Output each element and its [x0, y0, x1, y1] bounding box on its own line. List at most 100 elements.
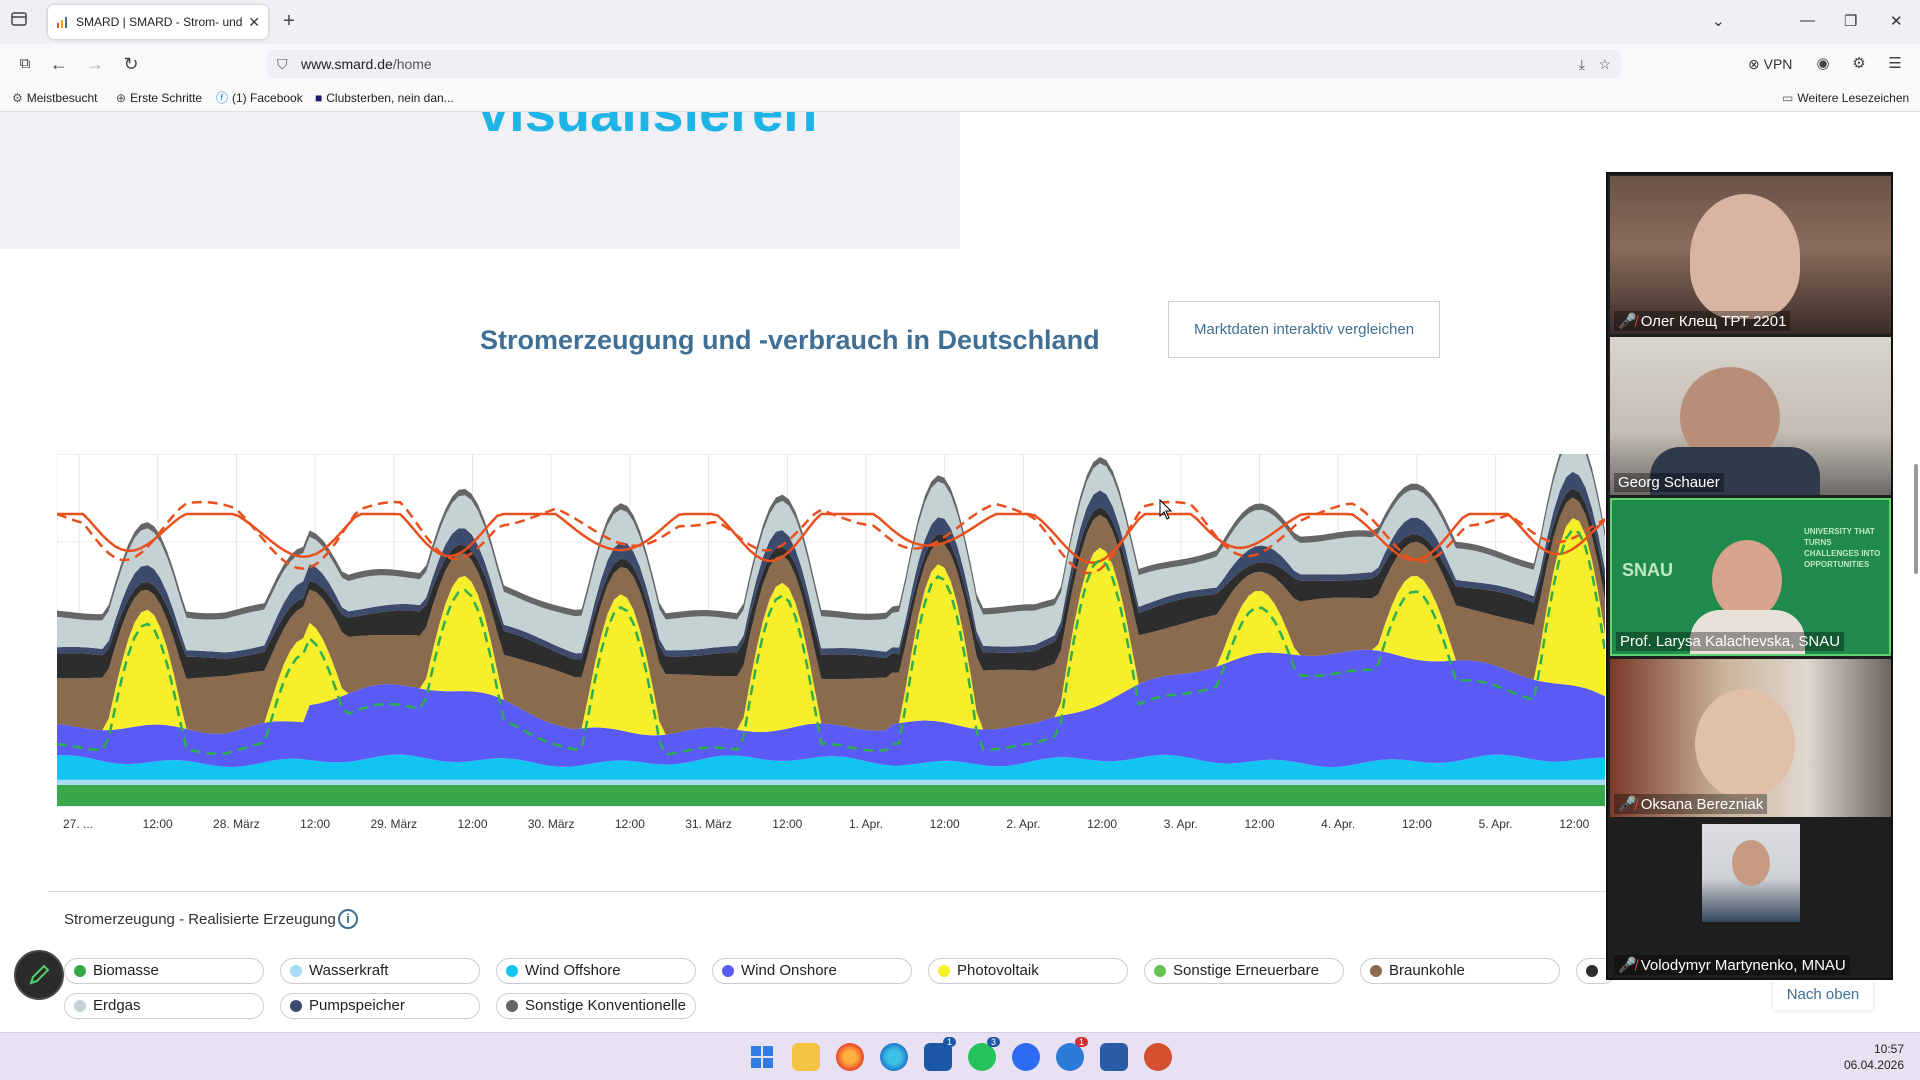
vpn-label: VPN — [1763, 56, 1793, 72]
zoom-icon[interactable] — [1012, 1043, 1040, 1071]
participant-tile-3-active-speaker[interactable]: SNAU UNIVERSITY THAT TURNS CHALLENGES IN… — [1610, 498, 1891, 656]
legend-item[interactable]: Wasserkraft — [280, 958, 480, 984]
legend-item[interactable]: Wind Onshore — [712, 958, 912, 984]
bookmark-label: Clubsterben, nein dan... — [326, 91, 454, 105]
bookmark-folder-other[interactable]: ▭ Weitere Lesezeichen — [1782, 84, 1909, 112]
gear-icon: ⚙ — [12, 91, 23, 105]
participant-tile-2[interactable]: Georg Schauer — [1610, 337, 1891, 495]
annotate-pen-button[interactable] — [14, 950, 64, 1000]
hero-banner: visualisieren — [0, 112, 960, 249]
participant-avatar — [1702, 824, 1800, 922]
firefox-icon[interactable] — [836, 1043, 864, 1071]
legend-item[interactable]: Pumpspeicher — [280, 993, 480, 1019]
pen-icon — [29, 964, 50, 985]
back-to-top-button[interactable]: Nach oben — [1773, 980, 1873, 1010]
area-layer-pv — [57, 518, 1605, 736]
bookmark-label: Weitere Lesezeichen — [1797, 91, 1910, 105]
x-tick-label: 5. Apr. — [1479, 817, 1513, 831]
tab-overview-icon[interactable] — [8, 10, 30, 32]
bookmark-meistbesucht[interactable]: ⚙ Meistbesucht — [12, 84, 97, 112]
windows-taskbar: 1 3 1 10:57 06.04.2026 — [0, 1032, 1920, 1080]
page-content: visualisieren Stromerzeugung und -verbra… — [0, 112, 1920, 1032]
vpn-status-icon: ⊗ — [1748, 56, 1760, 72]
store-icon[interactable]: 1 — [924, 1037, 956, 1071]
legend-title: Stromerzeugung - Realisierte Erzeugung — [64, 911, 336, 928]
legend-color-dot — [506, 965, 518, 977]
reload-icon[interactable]: ↻ — [123, 54, 139, 74]
account-icon[interactable]: ◉ — [1816, 55, 1830, 72]
new-tab-icon[interactable]: + — [283, 10, 295, 32]
window-close-icon[interactable]: ✕ — [1890, 13, 1903, 30]
menu-icon[interactable]: ☰ — [1888, 55, 1902, 72]
bookmark-label: Meistbesucht — [26, 91, 98, 105]
close-tab-icon[interactable]: ✕ — [248, 14, 260, 30]
minimize-icon[interactable]: — — [1800, 12, 1815, 29]
compare-market-data-button[interactable]: Marktdaten interaktiv vergleichen — [1168, 301, 1440, 358]
start-icon[interactable] — [748, 1043, 776, 1071]
participant-video — [1712, 540, 1782, 620]
participant-name: Prof. Larysa Kalachevska, SNAU — [1616, 632, 1845, 651]
info-icon[interactable]: i — [338, 909, 358, 929]
extensions-icon[interactable]: ⚙ — [1852, 55, 1866, 72]
scrollbar[interactable] — [1914, 464, 1918, 574]
x-tick-label: 12:00 — [1402, 817, 1432, 831]
x-tick-label: 2. Apr. — [1006, 817, 1040, 831]
browser-nav-bar: ⧉ ← → ↻ ⛉ www.smard.de/home ⤓ ☆ ⊗ VPN ◉ … — [0, 44, 1920, 84]
legend-color-dot — [506, 1000, 518, 1012]
bookmark-label: (1) Facebook — [232, 91, 303, 105]
legend-item[interactable]: Wind Offshore — [496, 958, 696, 984]
bookmark-erste-schritte[interactable]: ⊕ Erste Schritte — [116, 84, 202, 112]
legend-item[interactable]: Sonstige Erneuerbare — [1144, 958, 1344, 984]
back-icon[interactable]: ← — [50, 54, 68, 74]
save-page-icon[interactable]: ⤓ — [1578, 56, 1585, 72]
legend-color-dot — [74, 1000, 86, 1012]
bookmark-star-icon[interactable]: ☆ — [1598, 56, 1611, 72]
list-tabs-chevron-down-icon[interactable]: ⌄ — [1712, 13, 1725, 30]
divider — [48, 891, 1608, 892]
system-clock[interactable]: 10:57 06.04.2026 — [1844, 1041, 1904, 1073]
area-layer-on — [57, 649, 1605, 768]
file-explorer-icon[interactable] — [792, 1043, 820, 1071]
legend-label: Braunkohle — [1389, 962, 1465, 979]
bookmark-facebook[interactable]: ⓕ (1) Facebook — [216, 84, 303, 112]
whatsapp-icon[interactable]: 3 — [968, 1037, 1000, 1071]
legend-label: Erdgas — [93, 997, 141, 1014]
snau-slogan: UNIVERSITY THAT TURNS CHALLENGES INTO OP… — [1804, 527, 1881, 569]
participant-tile-1[interactable]: 🎤̸ Олег Клещ ТРТ 2201 — [1610, 176, 1891, 334]
x-tick-label: 12:00 — [1244, 817, 1274, 831]
participant-tile-5[interactable]: 🎤̸ Volodymyr Martynenko, MNAU — [1610, 820, 1891, 978]
legend-color-dot — [1586, 965, 1598, 977]
url-bar[interactable]: ⛉ www.smard.de/home ⤓ ☆ — [267, 50, 1621, 78]
forward-icon[interactable]: → — [86, 54, 104, 74]
participant-video — [1695, 689, 1795, 799]
pv-forecast-line — [57, 528, 1605, 756]
chart-x-axis: 27. ... 12:00 28. März 12:00 29. März 12:00 30… — [63, 817, 1590, 831]
legend-color-dot — [1370, 965, 1382, 977]
x-tick-label: 12:00 — [143, 817, 173, 831]
x-tick-label: 12:00 — [300, 817, 330, 831]
vpn-button[interactable]: ⊗ VPN — [1748, 56, 1792, 73]
sidebar-toggle-icon[interactable]: ⧉ — [19, 55, 31, 72]
generation-consumption-chart[interactable]: 27. ... 12:00 28. März 12:00 29. März 12:00 30… — [57, 454, 1605, 864]
restore-icon[interactable]: ❐ — [1844, 13, 1858, 30]
legend-item[interactable]: Biomasse — [64, 958, 264, 984]
legend-item[interactable]: Sonstige Konventionelle — [496, 993, 696, 1019]
legend-label: Wasserkraft — [309, 962, 389, 979]
participant-tile-4[interactable]: 🎤̸ Oksana Berezniak — [1610, 659, 1891, 817]
area-layer-sonst — [57, 454, 1605, 621]
video-call-panel: 🎤̸ Олег Клещ ТРТ 2201 Georg Schauer SNAU … — [1606, 172, 1893, 980]
legend-item[interactable]: Erdgas — [64, 993, 264, 1019]
bookmark-label: Erste Schritte — [130, 91, 203, 105]
area-layer-bio — [57, 785, 1605, 806]
edge-icon[interactable] — [880, 1043, 908, 1071]
legend-label: Wind Onshore — [741, 962, 837, 979]
browser-tab-smard[interactable]: SMARD | SMARD - Strom- und ✕ — [48, 5, 268, 39]
legend-item[interactable]: Braunkohle — [1360, 958, 1560, 984]
x-tick-label: 12:00 — [1087, 817, 1117, 831]
telegram-icon[interactable]: 1 — [1056, 1037, 1088, 1071]
legend-item[interactable]: Photovoltaik — [928, 958, 1128, 984]
participant-video-body — [1650, 447, 1820, 495]
powerpoint-icon[interactable] — [1144, 1043, 1172, 1071]
bookmark-clubsterben[interactable]: ■ Clubsterben, nein dan... — [315, 84, 454, 112]
word-icon[interactable] — [1100, 1043, 1128, 1071]
